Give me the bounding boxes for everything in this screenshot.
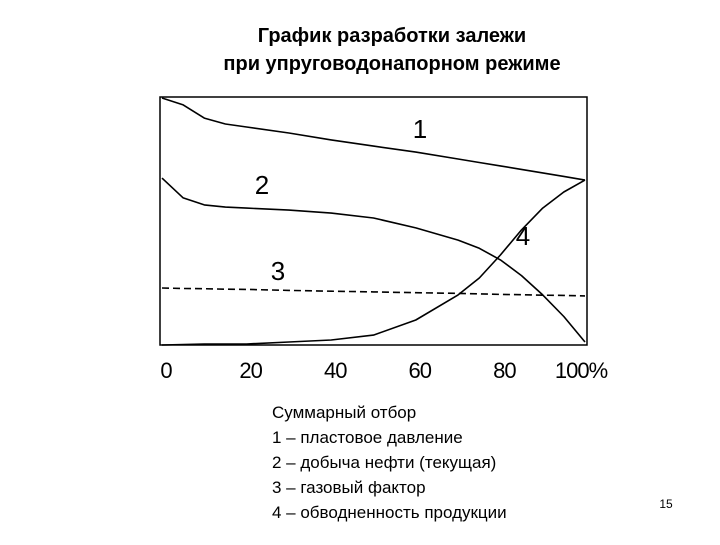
- caption-line: 3 – газовый фактор: [272, 478, 426, 497]
- caption-line: Суммарный отбор: [272, 403, 416, 422]
- caption-line: 1 – пластовое давление: [272, 428, 463, 447]
- page-number: 15: [659, 497, 673, 511]
- series-label: 1: [413, 114, 427, 144]
- x-tick-label: 40: [324, 358, 347, 383]
- caption-line: 4 – обводненность продукции: [272, 503, 507, 522]
- x-tick-label: 20: [239, 358, 262, 383]
- series-label: 2: [255, 170, 269, 200]
- title-line: при упруговодонапорном режиме: [223, 53, 560, 75]
- series-label: 4: [516, 221, 530, 251]
- plot-frame: [159, 96, 588, 346]
- series-line: [161, 287, 586, 297]
- series-line: [161, 179, 586, 346]
- x-tick-label: 80: [493, 358, 516, 383]
- x-tick-label: 100%: [555, 358, 608, 383]
- caption-line: 2 – добыча нефти (текущая): [272, 453, 496, 472]
- series-label: 3: [271, 256, 285, 286]
- x-tick-label: 0: [160, 358, 172, 383]
- series-line: [161, 97, 586, 181]
- x-tick-label: 60: [409, 358, 432, 383]
- title-line: График разработки залежи: [258, 25, 526, 47]
- series-line: [161, 177, 586, 343]
